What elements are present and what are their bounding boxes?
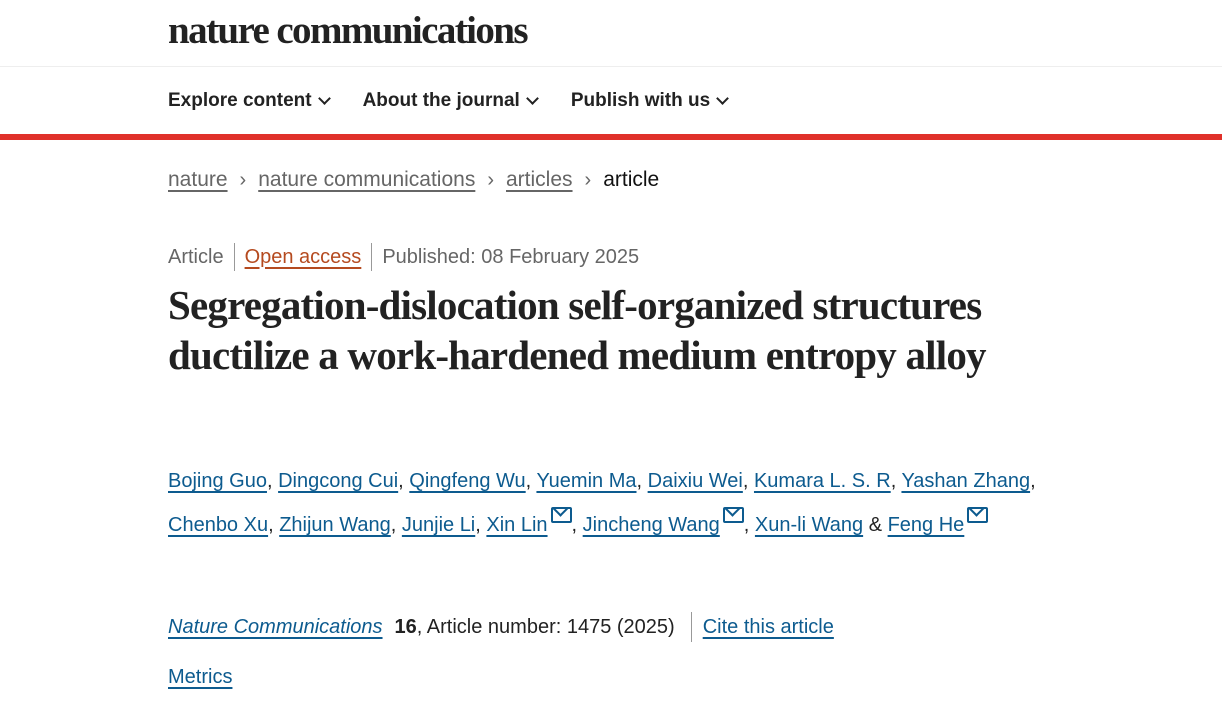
author-link[interactable]: Dingcong Cui (278, 470, 399, 492)
author-item: Chenbo Xu (168, 514, 268, 536)
author-link[interactable]: Xun-li Wang (754, 514, 864, 536)
author-item: Feng He (887, 507, 989, 536)
author-item: Yuemin Ma (536, 470, 636, 492)
journal-logo[interactable]: nature communications (168, 9, 529, 52)
article-title: Segregation-dislocation self-organized s… (168, 282, 987, 378)
email-icon[interactable] (550, 507, 572, 523)
author-item: Junjie Li (402, 514, 475, 536)
chevron-down-icon (716, 92, 730, 105)
author-item: Zhijun Wang (279, 514, 391, 536)
author-link[interactable]: Zhijun Wang (279, 514, 391, 536)
author-item: Xun-li Wang (755, 514, 863, 536)
breadcrumb-current: article (603, 168, 660, 191)
breadcrumb-articles[interactable]: articles (506, 168, 573, 191)
metrics-link[interactable]: Metrics (168, 666, 233, 688)
author-item: Kumara L. S. R (754, 470, 891, 492)
nav-explore-content[interactable]: Explore content (168, 90, 331, 112)
divider (233, 243, 235, 271)
author-link[interactable]: Qingfeng Wu (409, 470, 526, 492)
chevron-right-icon: › (239, 168, 247, 191)
published-date: Published: 08 February 2025 (382, 245, 640, 268)
author-link[interactable]: Daixiu Wei (647, 470, 743, 492)
open-access-link[interactable]: Open access (244, 245, 362, 268)
author-link[interactable]: Jincheng Wang (582, 514, 720, 536)
article-type: Article (168, 245, 224, 268)
nav-label: Publish with us (570, 90, 711, 111)
site-header: nature communications (0, 0, 1222, 67)
author-link[interactable]: Chenbo Xu (168, 514, 269, 536)
author-link[interactable]: Yuemin Ma (536, 470, 637, 492)
breadcrumb: nature › nature communications › article… (168, 168, 1098, 192)
author-item: Yashan Zhang (901, 470, 1030, 492)
cite-this-article-link[interactable]: Cite this article (702, 615, 834, 638)
chevron-right-icon: › (487, 168, 494, 191)
divider (690, 612, 692, 642)
nav-label: Explore content (168, 90, 312, 111)
journal-name: Nature Communications (168, 615, 383, 638)
chevron-down-icon (317, 92, 331, 105)
article-number: , Article number: 1475 (2025) (416, 615, 675, 638)
author-link[interactable]: Kumara L. S. R (753, 470, 891, 492)
nav-about-journal[interactable]: About the journal (362, 90, 539, 112)
author-item: Dingcong Cui (278, 470, 398, 492)
breadcrumb-nature-communications[interactable]: nature communications (258, 168, 476, 191)
author-link[interactable]: Yashan Zhang (901, 470, 1031, 492)
journal-link[interactable]: Nature Communications (168, 616, 383, 639)
volume: 16 (394, 615, 417, 638)
author-item: Daixiu Wei (648, 470, 743, 492)
email-icon[interactable] (967, 507, 989, 523)
breadcrumb-nature[interactable]: nature (168, 168, 228, 191)
author-item: Xin Lin (486, 507, 572, 536)
divider (371, 243, 373, 271)
author-link[interactable]: Bojing Guo (168, 470, 267, 492)
email-icon[interactable] (722, 507, 744, 523)
author-link[interactable]: Junjie Li (401, 514, 476, 536)
author-list: Bojing Guo, Dingcong Cui, Qingfeng Wu, Y… (168, 470, 1036, 536)
author-link[interactable]: Feng He (887, 514, 965, 536)
metrics-section: Metrics (168, 666, 1098, 689)
citation: Nature Communications 16 , Article numbe… (168, 612, 1098, 642)
authors-joiner: & (868, 514, 883, 536)
nav-publish-with-us[interactable]: Publish with us (570, 90, 730, 112)
article-meta: Article Open access Published: 08 Februa… (168, 243, 1098, 271)
author-item: Qingfeng Wu (409, 470, 525, 492)
author-link[interactable]: Xin Lin (486, 514, 548, 536)
main-nav: Explore content About the journal Publis… (0, 67, 1222, 140)
author-item: Jincheng Wang (582, 507, 744, 536)
author-item: Bojing Guo (168, 470, 267, 492)
nav-label: About the journal (362, 90, 520, 111)
chevron-right-icon: › (584, 168, 592, 191)
chevron-down-icon (525, 92, 539, 105)
